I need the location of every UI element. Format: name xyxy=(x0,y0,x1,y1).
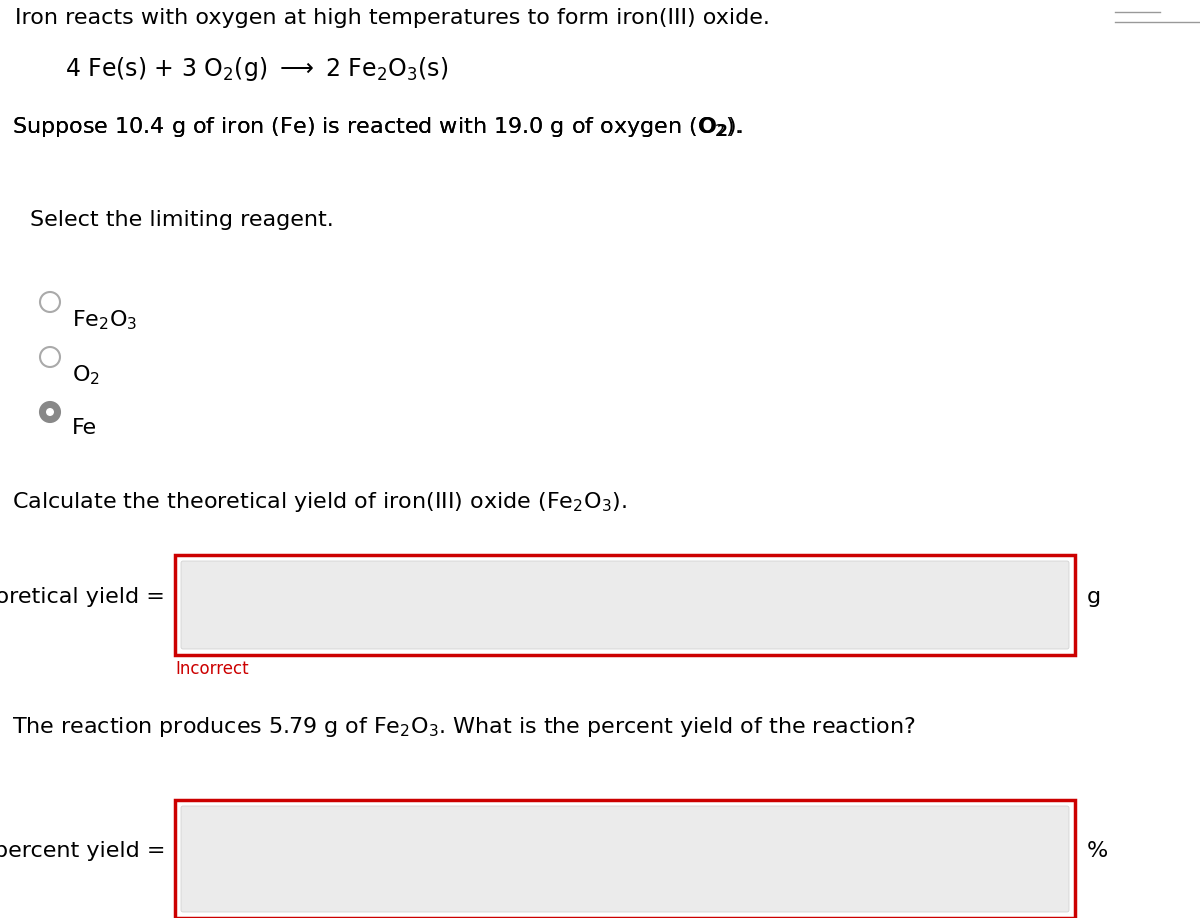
Text: Calculate the theoretical yield of iron(III) oxide (Fe$_2$O$_3$).: Calculate the theoretical yield of iron(… xyxy=(12,490,626,514)
Text: The reaction produces 5.79 g of Fe$_2$O$_3$. What is the percent yield of the re: The reaction produces 5.79 g of Fe$_2$O$… xyxy=(12,715,916,739)
Text: Incorrect: Incorrect xyxy=(175,660,248,678)
FancyBboxPatch shape xyxy=(181,561,1069,649)
Text: 4 Fe(s) + 3 O$_2$(g) $\longrightarrow$ 2 Fe$_2$O$_3$(s): 4 Fe(s) + 3 O$_2$(g) $\longrightarrow$ 2… xyxy=(65,55,448,83)
Text: Suppose 10.4 g of iron (Fe) is reacted with 19.0 g of oxygen (O$_2$).: Suppose 10.4 g of iron (Fe) is reacted w… xyxy=(12,115,740,139)
Text: percent yield =: percent yield = xyxy=(0,841,166,861)
Text: Select the limiting reagent.: Select the limiting reagent. xyxy=(30,210,334,230)
Circle shape xyxy=(40,402,60,422)
Text: O$_2$: O$_2$ xyxy=(72,363,100,386)
Circle shape xyxy=(40,292,60,312)
Circle shape xyxy=(46,408,54,416)
Text: Iron reacts with oxygen at high temperatures to form iron(III) oxide.: Iron reacts with oxygen at high temperat… xyxy=(14,8,770,28)
FancyBboxPatch shape xyxy=(181,806,1069,912)
Text: %: % xyxy=(1087,841,1109,861)
FancyBboxPatch shape xyxy=(175,555,1075,655)
Text: Fe: Fe xyxy=(72,418,97,438)
Text: g: g xyxy=(1087,587,1102,607)
Text: Fe$_2$O$_3$: Fe$_2$O$_3$ xyxy=(72,308,138,331)
Text: theoretical yield =: theoretical yield = xyxy=(0,587,166,607)
Text: Suppose 10.4 g of iron (Fe) is reacted with 19.0 g of oxygen $\left(\mathbf{O_2}: Suppose 10.4 g of iron (Fe) is reacted w… xyxy=(12,115,743,139)
FancyBboxPatch shape xyxy=(175,800,1075,918)
Circle shape xyxy=(40,347,60,367)
